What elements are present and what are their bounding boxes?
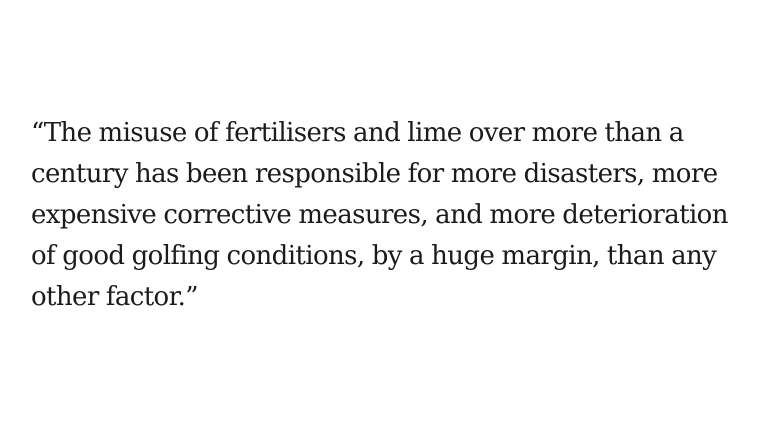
quote-line: century has been responsible for more di… <box>31 159 718 189</box>
quote-line: “The misuse of fertilisers and lime over… <box>31 118 684 148</box>
quote-line: of good golfing conditions, by a huge ma… <box>31 241 717 271</box>
quote-line: expensive corrective measures, and more … <box>31 200 728 230</box>
quote-block: “The misuse of fertilisers and lime over… <box>31 113 751 318</box>
quote-line: other factor.” <box>31 282 199 312</box>
